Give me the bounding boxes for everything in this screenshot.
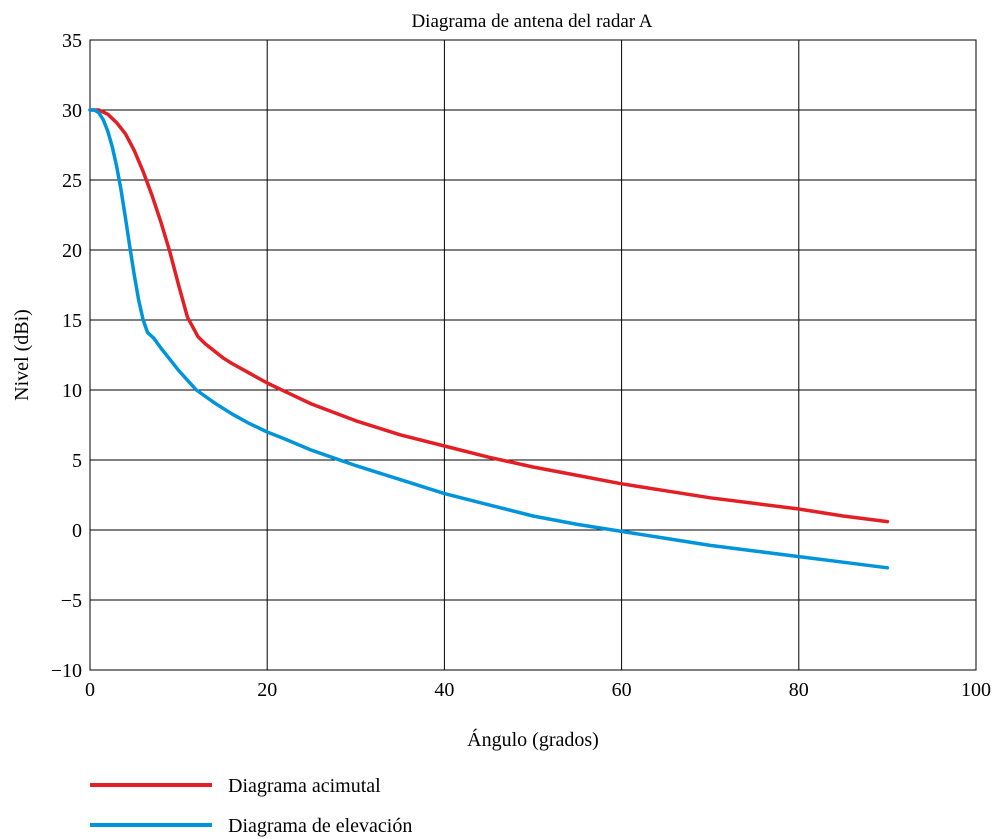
x-axis-title: Ángulo (grados) bbox=[467, 728, 599, 751]
y-tick-label: 15 bbox=[62, 310, 82, 332]
x-tick-label: 40 bbox=[434, 679, 454, 701]
y-tick-label: 35 bbox=[62, 30, 82, 52]
series-line-elevacion bbox=[88, 108, 890, 570]
grid-lines bbox=[89, 39, 977, 671]
y-tick-label: 10 bbox=[62, 380, 82, 402]
plot-area-frame bbox=[89, 39, 977, 671]
y-tick-label: −5 bbox=[61, 590, 82, 612]
data-series bbox=[88, 108, 890, 570]
y-tick-label: 5 bbox=[72, 450, 82, 472]
y-axis-title: Nivel (dBi) bbox=[11, 309, 33, 401]
x-tick-label: 80 bbox=[789, 679, 809, 701]
y-tick-label: 25 bbox=[62, 170, 82, 192]
x-axis-tick-labels: 0 20 40 60 80 100 bbox=[85, 679, 991, 701]
y-tick-label: −10 bbox=[51, 660, 82, 682]
y-tick-label: 0 bbox=[72, 520, 82, 542]
x-tick-label: 0 bbox=[85, 679, 95, 701]
legend-label-elevacion: Diagrama de elevación bbox=[228, 815, 412, 837]
legend-label-acimutal: Diagrama acimutal bbox=[228, 775, 381, 797]
series-line-acimutal bbox=[88, 108, 890, 524]
y-tick-label: 30 bbox=[62, 100, 82, 122]
x-tick-label: 20 bbox=[257, 679, 277, 701]
x-tick-label: 60 bbox=[612, 679, 632, 701]
y-tick-label: 20 bbox=[62, 240, 82, 262]
x-tick-label: 100 bbox=[961, 679, 991, 701]
y-axis-tick-labels: 35 30 25 20 15 10 5 0 −5 −10 bbox=[51, 30, 82, 682]
legend: Diagrama acimutal Diagrama de elevación bbox=[90, 775, 412, 837]
chart-title: Diagrama de antena del radar A bbox=[411, 11, 652, 32]
